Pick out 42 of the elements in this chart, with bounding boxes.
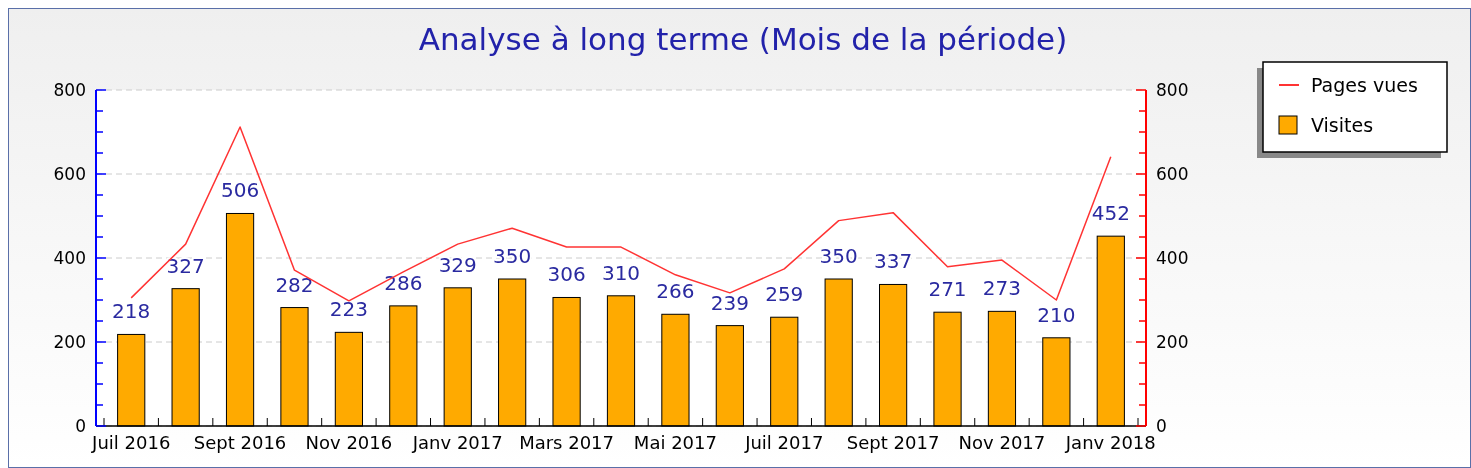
legend-label: Pages vues <box>1311 74 1418 96</box>
data-label: 337 <box>874 249 913 274</box>
x-tick-label: Juil 2017 <box>744 432 824 453</box>
data-label: 329 <box>438 252 477 277</box>
chart-title: Analyse à long terme (Mois de la période) <box>418 21 1068 57</box>
legend-label: Visites <box>1311 114 1374 136</box>
data-label: 210 <box>1037 302 1076 327</box>
data-label: 306 <box>547 262 586 287</box>
data-label: 327 <box>166 253 205 278</box>
data-label: 350 <box>819 244 858 268</box>
y2-tick-label: 400 <box>1156 248 1189 268</box>
x-tick-label: Janv 2018 <box>1064 432 1156 453</box>
x-tick-label: Janv 2017 <box>411 432 503 453</box>
y2-tick-label: 0 <box>1156 416 1167 436</box>
data-label: 452 <box>1091 201 1130 226</box>
data-label: 286 <box>384 270 423 295</box>
data-label: 310 <box>601 260 641 285</box>
data-label: 506 <box>220 178 260 203</box>
x-tick-label: Sept 2016 <box>193 432 287 453</box>
y2-tick-label: 200 <box>1156 332 1189 352</box>
x-tick-label: Mars 2017 <box>519 432 615 453</box>
x-tick-label: Mai 2017 <box>633 432 717 453</box>
x-tick-label: Sept 2017 <box>846 432 940 453</box>
x-tick-label: Juil 2016 <box>91 432 171 453</box>
x-tick-label: Nov 2016 <box>305 432 393 453</box>
x-tick-label: Nov 2017 <box>958 432 1046 453</box>
y-tick-label: 800 <box>53 80 86 100</box>
y2-tick-label: 600 <box>1156 164 1189 184</box>
y-tick-label: 600 <box>53 164 86 184</box>
data-label: 239 <box>710 290 749 315</box>
data-label: 282 <box>275 272 314 297</box>
data-label: 218 <box>112 299 151 324</box>
y2-tick-label: 800 <box>1156 80 1189 100</box>
y-tick-label: 0 <box>75 416 86 436</box>
data-label: 223 <box>329 297 368 322</box>
y-tick-label: 400 <box>53 248 86 268</box>
data-label: 259 <box>765 282 804 307</box>
data-label: 271 <box>928 277 967 302</box>
data-label: 273 <box>982 276 1022 301</box>
y-tick-label: 200 <box>53 332 86 352</box>
data-label: 350 <box>493 244 532 268</box>
data-label: 266 <box>656 279 695 304</box>
